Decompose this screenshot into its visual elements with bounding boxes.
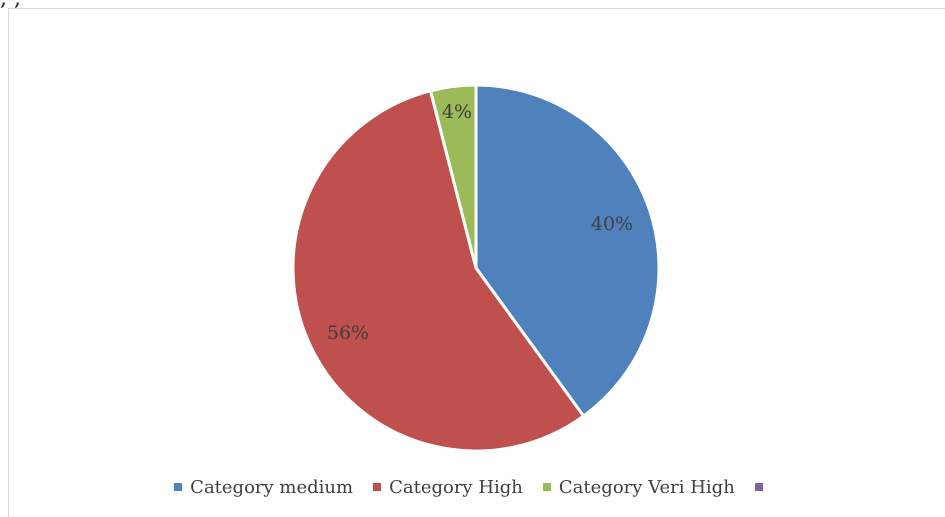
data-label-category-veri-high: 4%: [442, 101, 472, 123]
legend-label: Category medium: [190, 476, 354, 498]
legend-label: Category High: [389, 476, 523, 498]
legend-label: Category Veri High: [558, 476, 735, 498]
pie-data-labels: 40% 56% 4%: [327, 101, 633, 344]
data-label-category-medium: 40%: [591, 213, 633, 235]
legend-swatch: [754, 483, 763, 491]
legend-item-category-veri-high: Category Veri High: [542, 476, 735, 498]
legend-item-category-high: Category High: [373, 477, 523, 498]
pie-slice-category-medium: [474, 83, 661, 418]
legend-swatch: [542, 483, 551, 491]
legend-swatch: [373, 483, 382, 491]
data-label-category-high: 56%: [327, 322, 369, 344]
legend-swatch: [174, 483, 183, 491]
top-text: , ,: [0, 0, 21, 9]
pie-slice-category-veri-high: [428, 83, 478, 270]
legend: Category medium Category High Category Ver…: [0, 474, 945, 500]
legend-item-category-medium: Category medium: [174, 477, 353, 498]
top-text-fragment: , ,: [0, 0, 945, 9]
pie-slice-category-high: [291, 89, 586, 453]
legend-item-empty: [754, 483, 771, 491]
pie-slices: [291, 83, 661, 453]
